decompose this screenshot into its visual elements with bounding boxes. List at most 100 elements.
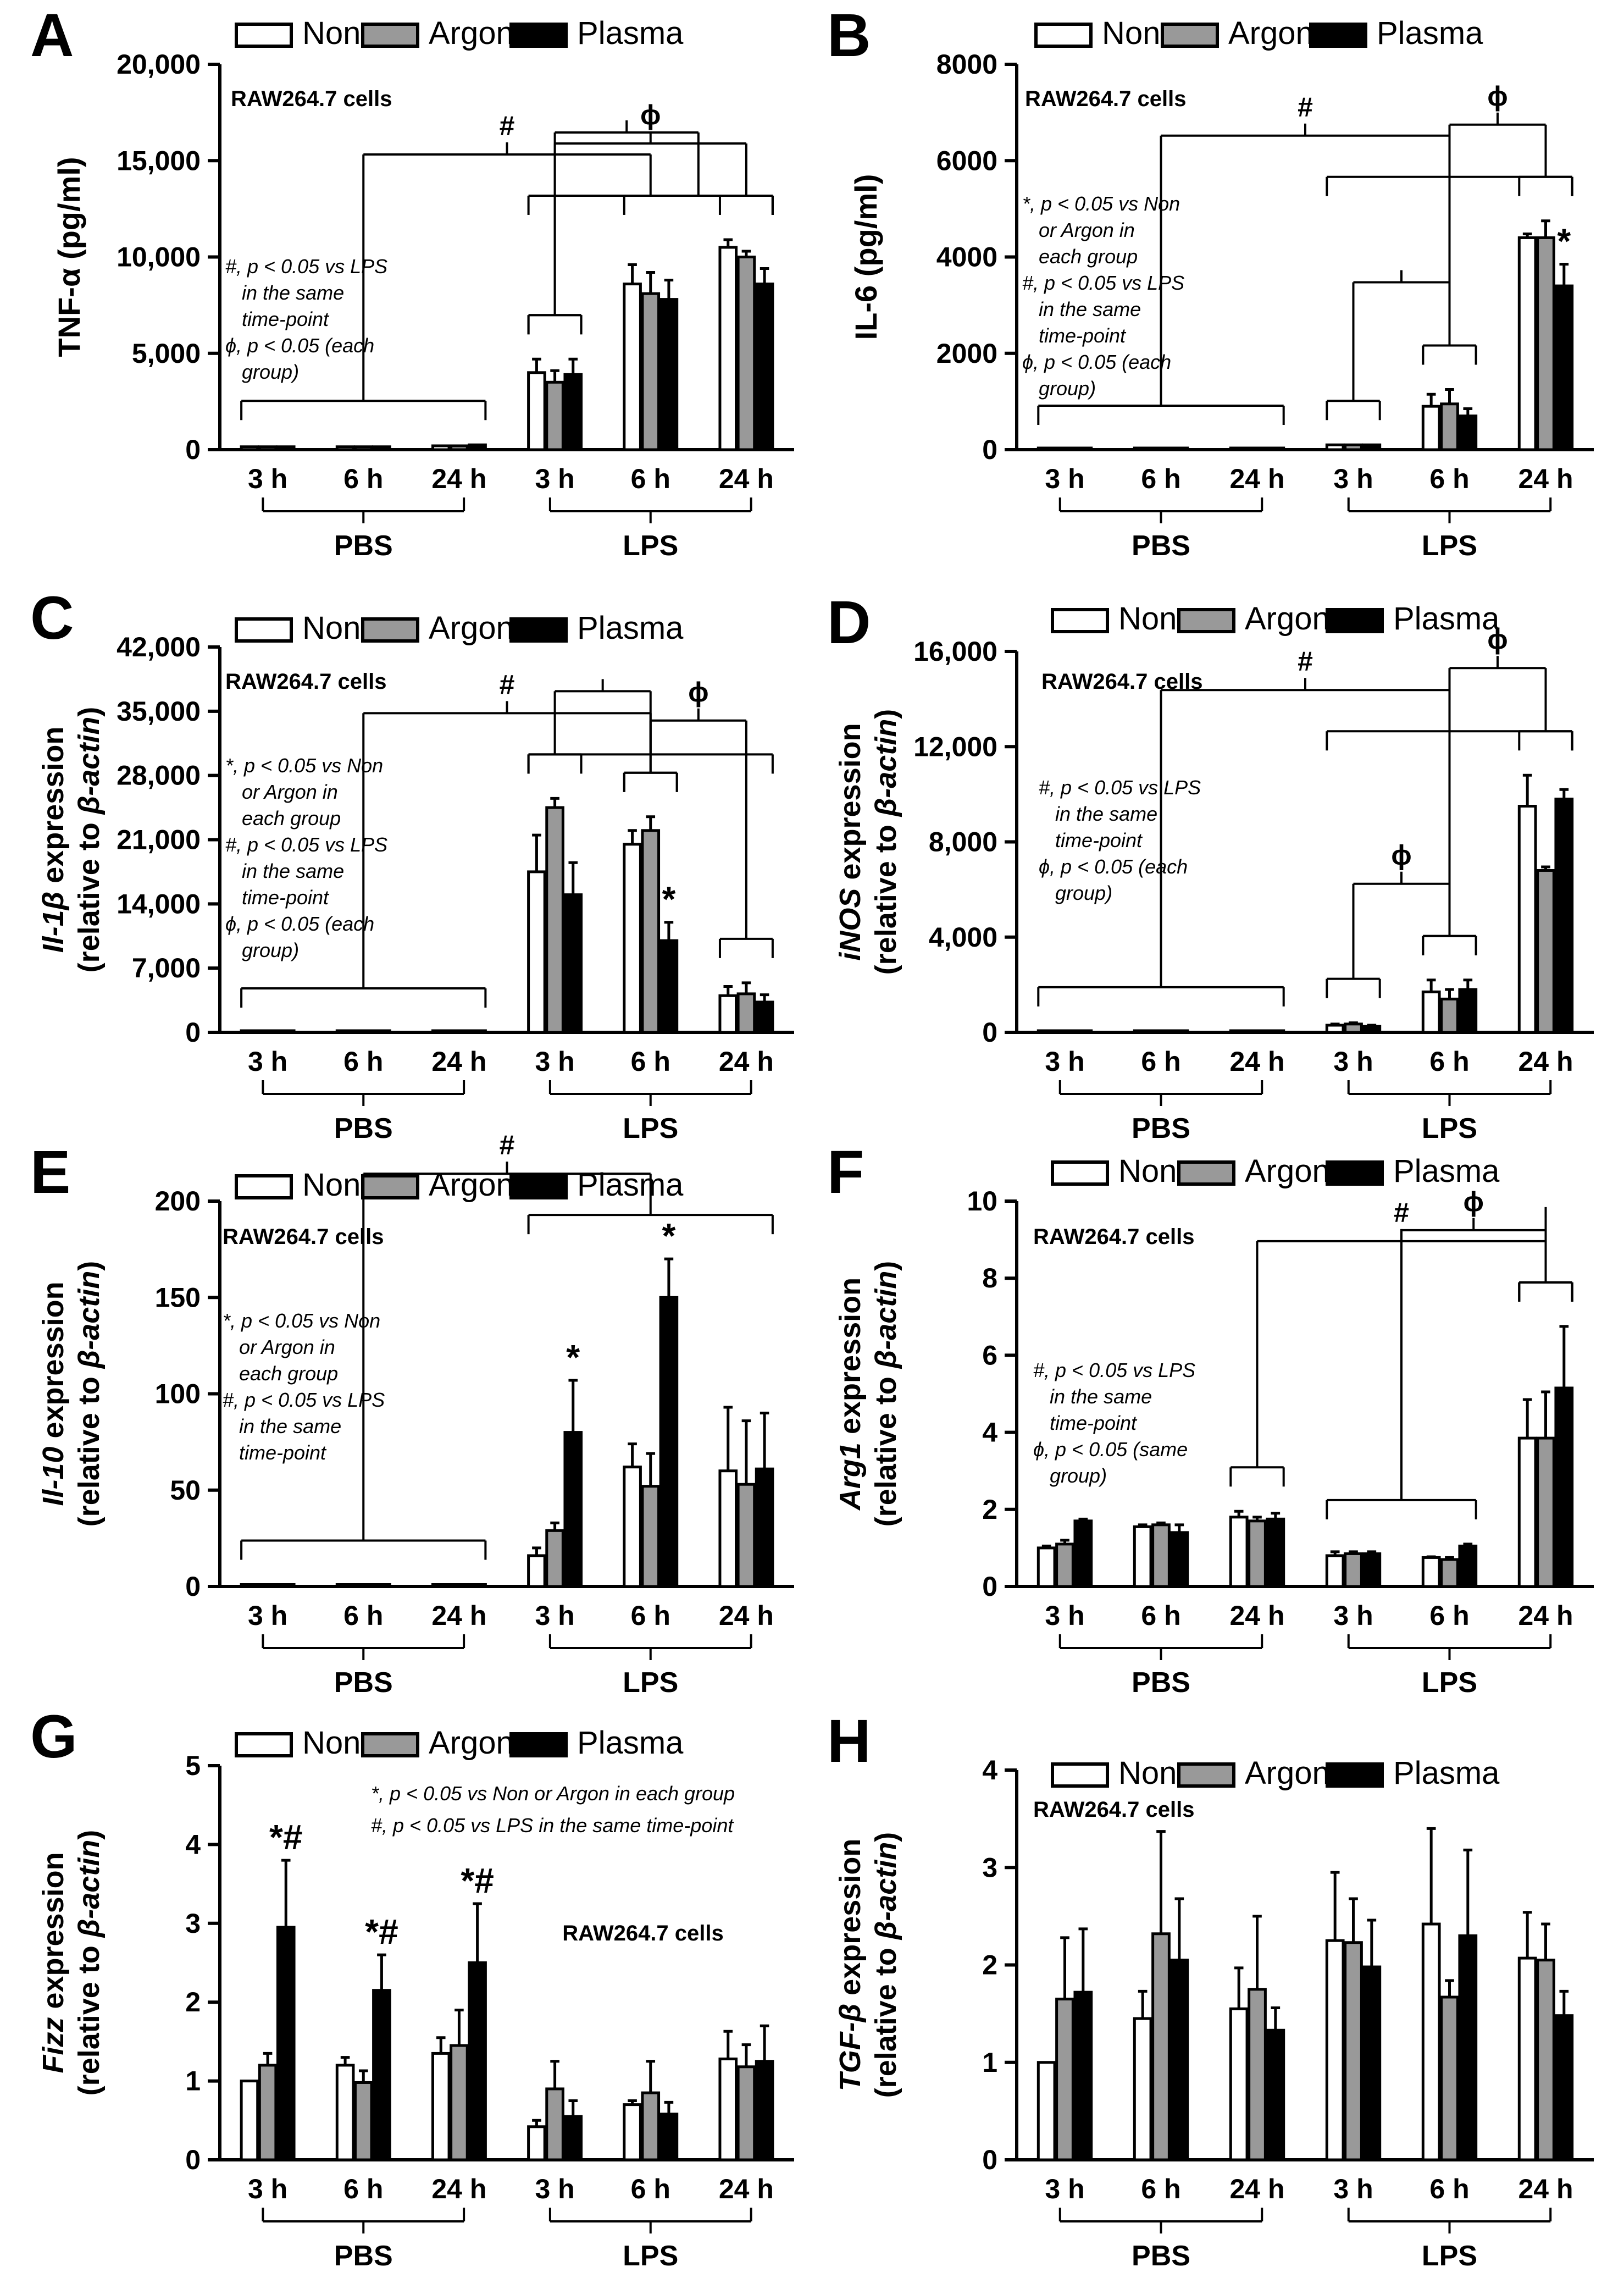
y-axis-label-rest: expression [37, 727, 70, 892]
y-tick-label: 0 [982, 1017, 997, 1048]
panel-a: A 0 5,000 10,000 15,000 20,000 TNF-α (pg/ml) 3 … [30, 2, 794, 562]
significance-note: time-point [1055, 829, 1143, 852]
legend-label: Argon [1228, 15, 1313, 51]
y-tick-label: 2 [982, 1950, 997, 1981]
cell-label: RAW264.7 cells [1025, 87, 1187, 111]
x-tick-label: 3 h [1045, 463, 1084, 494]
significance-note: ϕ, p < 0.05 (each [225, 913, 374, 935]
y-axis-label-rest: expression [37, 1852, 70, 2017]
cell-label: RAW264.7 cells [225, 670, 387, 694]
y-axis-label-2: (relative to β-actin) [73, 1830, 106, 2096]
bar-argon [1440, 402, 1459, 451]
y-axis-label-2-post: ) [73, 707, 106, 717]
bar-plasma [1266, 1029, 1285, 1034]
bar-plasma [563, 893, 583, 1034]
legend-swatch-plasma [509, 617, 568, 643]
x-tick-label: 6 h [631, 463, 670, 494]
x-group-label: PBS [1132, 1113, 1190, 1144]
x-group-label: PBS [1132, 2240, 1190, 2272]
y-tick-label: 4 [185, 1829, 201, 1860]
bar-non [1229, 1516, 1249, 1588]
x-tick-label: 3 h [1333, 463, 1373, 494]
bar-argon [1248, 446, 1267, 451]
bar-plasma [755, 1467, 774, 1588]
y-axis-label-2-post: ) [869, 1832, 902, 1842]
legend-label: Non [302, 15, 361, 51]
y-tick-label: 20,000 [117, 49, 201, 80]
legend-swatch-argon [361, 1174, 419, 1199]
bar-non [335, 1583, 355, 1588]
significance-note: group) [242, 939, 299, 961]
significance-note: in the same [242, 860, 344, 882]
y-axis-label: TNF-α (pg/ml) [52, 157, 86, 357]
legend-label: Plasma [577, 1167, 684, 1203]
comparison-bracket [1326, 270, 1477, 421]
significance-note: group) [1050, 1464, 1107, 1487]
x-tick-label: 24 h [1518, 2174, 1573, 2204]
y-axis-label-2-pre: (relative to [869, 1939, 902, 2098]
y-tick-label: 0 [982, 2144, 997, 2175]
bar-argon [1151, 446, 1171, 451]
legend: Non Argon Plasma [235, 15, 684, 51]
legend-swatch-plasma [509, 1732, 568, 1757]
x-group-label: LPS [1422, 2240, 1477, 2272]
comparison-label: # [500, 1130, 515, 1160]
y-tick-label: 0 [982, 434, 997, 465]
y-tick-label: 4 [982, 1417, 997, 1448]
x-group-label: LPS [1422, 1113, 1477, 1144]
bar-plasma [659, 2113, 679, 2161]
y-axis-label-2-pre: (relative to [869, 1368, 902, 1527]
y-axis-label-2-gene: β-actin [869, 1271, 902, 1370]
y-tick-label: 5,000 [132, 338, 201, 369]
significance-note: ϕ, p < 0.05 (each [1022, 351, 1171, 373]
bar-plasma [1073, 1991, 1093, 2161]
panel-letter: C [30, 584, 74, 652]
legend-label: Plasma [577, 15, 684, 51]
x-tick-label: 6 h [1429, 2174, 1469, 2204]
comparison-label: ϕ [1487, 624, 1507, 655]
y-axis-label-gene: TGF-β [834, 2004, 867, 2091]
bar-argon [545, 806, 564, 1034]
significance-note: time-point [1050, 1412, 1138, 1434]
bar-plasma [1554, 284, 1574, 451]
bar-non [240, 445, 259, 451]
bar-argon [1440, 997, 1459, 1034]
y-axis-label: TGF-β expression [834, 1839, 867, 2092]
bar-plasma [659, 1296, 679, 1588]
bar-non [1421, 405, 1441, 451]
y-axis-label: Il-1β expression [37, 727, 70, 953]
x-group-label: LPS [623, 1113, 678, 1144]
bar-argon [1344, 1941, 1363, 2161]
x-group-label: LPS [623, 2240, 678, 2272]
significance-note: each group [1039, 245, 1138, 268]
cell-label: RAW264.7 cells [562, 1921, 724, 1945]
y-axis-label-2-gene: β-actin [73, 717, 106, 816]
y-tick-label: 14,000 [117, 888, 201, 919]
legend-swatch-argon [1177, 608, 1235, 633]
bar-non [240, 1583, 259, 1588]
bar-argon [258, 445, 278, 451]
panel-g: G 0 1 2 3 4 5 Fizz expression (relative to β-act… [30, 1703, 794, 2272]
bar-non [1517, 236, 1537, 451]
y-axis-label-2: (relative to β-actin) [869, 1832, 902, 2098]
y-axis-label-2-pre: (relative to [73, 814, 106, 972]
x-group-label: PBS [1132, 1667, 1190, 1699]
y-tick-label: 0 [185, 1571, 201, 1602]
y-axis-label-2-gene: β-actin [73, 1271, 106, 1370]
comparison-label: ϕ [1391, 840, 1411, 871]
bar-plasma [1073, 1029, 1093, 1034]
bar-argon [736, 992, 756, 1034]
bar-argon [1344, 1552, 1363, 1588]
panel-e: E 0 50 100 150 200 Il-10 expression(relative t… [30, 1130, 794, 1699]
bar-argon [641, 829, 661, 1034]
bar-plasma [1458, 988, 1478, 1034]
cell-label: RAW264.7 cells [223, 1225, 384, 1249]
y-axis-label: Fizz expression [37, 1852, 70, 2073]
bar-plasma [468, 1583, 487, 1588]
significance-note: *, p < 0.05 vs Non [223, 1309, 380, 1332]
bar-non [718, 246, 738, 451]
bar-argon [1151, 1523, 1171, 1588]
x-group-label: PBS [334, 530, 393, 562]
significance-note: #, p < 0.05 vs LPS [225, 255, 387, 278]
x-tick-label: 24 h [431, 1600, 486, 1631]
